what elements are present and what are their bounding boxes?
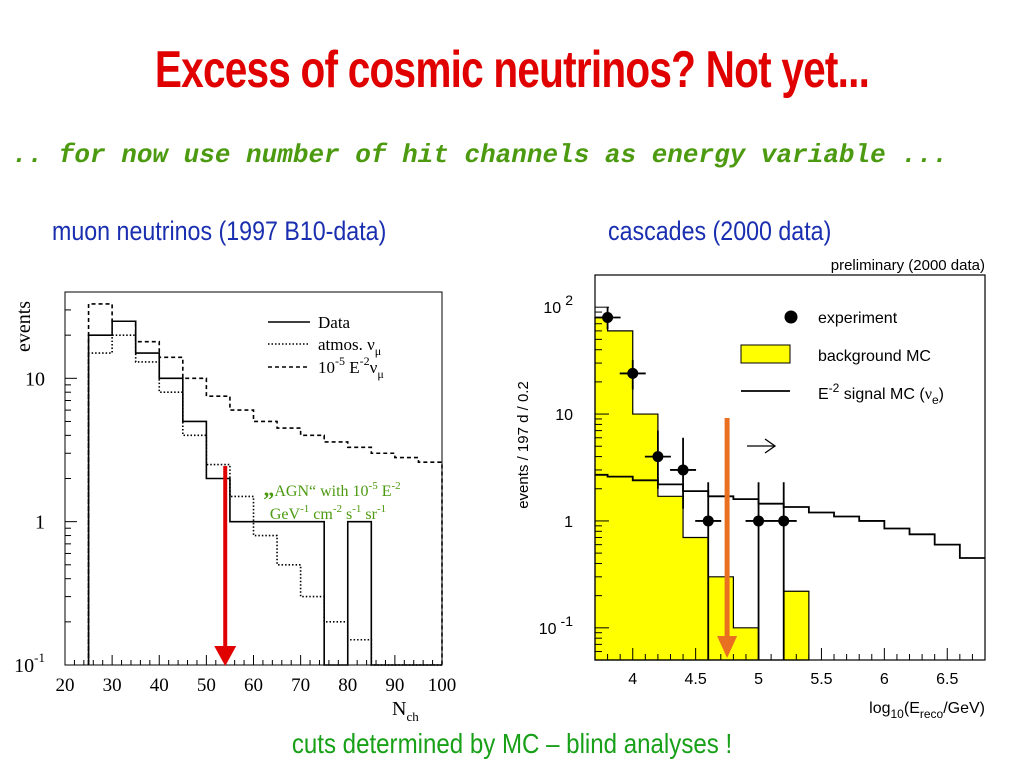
slide-footer: cuts determined by MC – blind analyses ! — [291, 728, 733, 759]
experiment-point — [602, 312, 614, 324]
x-tick-label: 4.5 — [685, 671, 707, 688]
experiment-point — [702, 515, 714, 527]
plot-frame — [594, 274, 986, 661]
experiment-point — [778, 515, 790, 527]
y-tick-label: 10 — [25, 368, 45, 390]
x-tick-label: 40 — [150, 675, 169, 696]
plot-frame — [64, 291, 443, 666]
y-axis-label: events — [13, 301, 35, 352]
legend-label-background: background MC — [818, 348, 931, 365]
x-tick-label: 80 — [338, 675, 357, 696]
left-chart-heading: muon neutrinos (1997 B10-data) — [52, 216, 387, 246]
slide-title: Excess of cosmic neutrinos? Not yet... — [154, 41, 870, 99]
x-tick-label: 30 — [103, 675, 122, 696]
x-tick-label: 5.5 — [810, 671, 832, 688]
background-mc-histogram — [594, 316, 810, 661]
x-tick-label: 20 — [56, 675, 75, 696]
experiment-point — [753, 515, 765, 527]
x-tick-label: 6.5 — [936, 671, 958, 688]
direction-arrow-head — [764, 438, 777, 454]
x-axis-label: Nch — [392, 698, 419, 724]
y-tick-label: 10 — [555, 407, 573, 424]
legend-label-signal: E-2 signal MC (νe) — [818, 381, 944, 407]
legend-swatch-background — [740, 344, 791, 364]
x-tick-label: 50 — [197, 675, 216, 696]
agn-annotation-line1: „AGN“ with 10-5 E-2 — [263, 476, 400, 501]
y-tick-label: 10 2 — [543, 292, 573, 317]
x-tick-label: 4 — [628, 671, 637, 688]
experiment-point — [627, 367, 639, 379]
y-tick-label: 1 — [564, 514, 573, 531]
legend-label-atmos: atmos. νμ — [318, 335, 381, 358]
x-axis-label: log10(Ereco/GeV) — [869, 700, 985, 721]
legend-label-experiment: experiment — [818, 310, 898, 327]
right-chart-heading: cascades (2000 data) — [608, 216, 832, 246]
y-tick-label: 10-1 — [539, 613, 573, 638]
legend-label-data: Data — [318, 313, 351, 332]
y-tick-label: 10-1 — [14, 650, 45, 677]
x-tick-label: 100 — [428, 675, 457, 696]
agn-annotation-line2: GeV-1 cm-2 s-1 sr-1 — [270, 503, 386, 523]
cut-arrow-head — [214, 646, 237, 666]
x-tick-label: 60 — [244, 675, 263, 696]
experiment-point — [677, 464, 689, 476]
x-tick-label: 5 — [754, 671, 763, 688]
slide-subtitle: .. for now use number of hit channels as… — [12, 140, 949, 170]
muon-neutrino-chart: 20 30 40 50 60 70 80 90 100 10 1 10-1 events Nch Data a… — [13, 291, 457, 724]
experiment-point — [652, 451, 664, 463]
cascade-chart: 4 4.5 5 5.5 6 6.5 10 2 10 1 10 -1 preliminary (2000 … — [515, 257, 986, 721]
legend-marker-experiment — [784, 310, 798, 324]
x-tick-label: 90 — [385, 675, 404, 696]
y-axis-label: events / 197 d / 0.2 — [515, 381, 532, 509]
x-tick-label: 70 — [291, 675, 310, 696]
y-tick-label: 1 — [35, 512, 45, 534]
histogram-signal — [87, 303, 443, 665]
cut-arrow-head — [717, 636, 738, 658]
preliminary-label: preliminary (2000 data) — [831, 257, 985, 274]
legend-label-signal: 10-5 E-2νμ — [318, 354, 384, 381]
x-tick-label: 6 — [880, 671, 889, 688]
